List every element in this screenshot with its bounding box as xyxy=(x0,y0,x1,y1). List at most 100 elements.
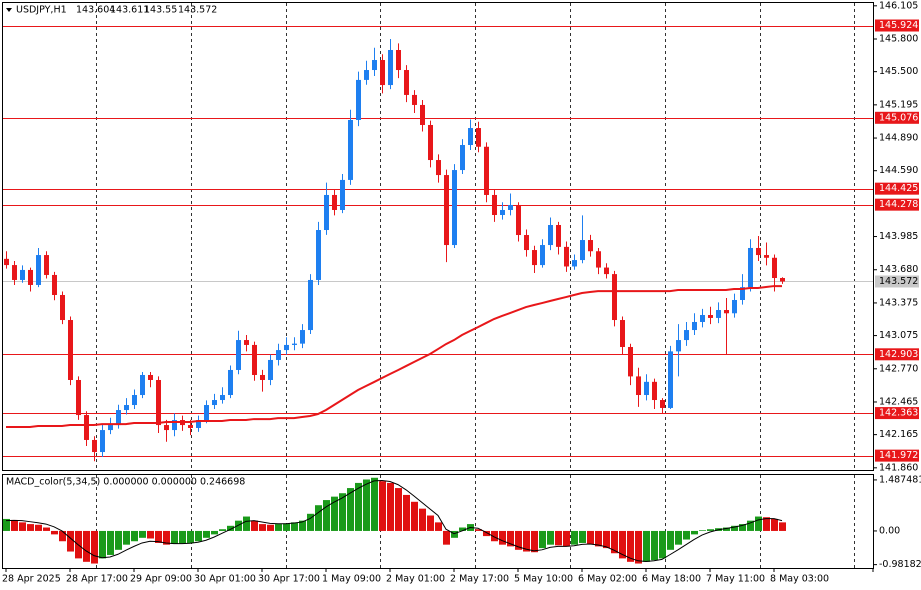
candle-body xyxy=(564,246,569,267)
candle-body xyxy=(260,374,265,380)
y-tick-label: 143.985 xyxy=(879,231,918,242)
macd-bar xyxy=(571,530,578,545)
candle-body xyxy=(724,310,729,314)
macd-bar xyxy=(739,524,746,531)
macd-bar xyxy=(347,488,354,531)
candle-body xyxy=(580,240,585,261)
level-label: 144.278 xyxy=(879,199,918,210)
candle-body xyxy=(276,350,281,360)
candle-body xyxy=(404,70,409,95)
x-tick-label: 1 May 09:00 xyxy=(322,574,381,585)
candle-body xyxy=(524,235,529,251)
current-price-label: 143.572 xyxy=(879,276,918,287)
macd-bar xyxy=(651,530,658,561)
y-tick-label: 0.00 xyxy=(879,525,900,536)
candle-body xyxy=(620,320,625,348)
macd-bar xyxy=(363,479,370,531)
candle-body xyxy=(108,425,113,431)
macd-bar xyxy=(683,530,690,540)
candle-body xyxy=(508,204,513,210)
macd-bar xyxy=(99,530,106,559)
y-tick-label: 142.770 xyxy=(879,363,918,374)
macd-bar xyxy=(699,530,706,531)
macd-bar xyxy=(59,530,66,542)
candle-body xyxy=(532,250,537,266)
candle-body xyxy=(668,351,673,408)
candle-body xyxy=(268,359,273,380)
candle-body xyxy=(396,49,401,71)
macd-bar xyxy=(291,522,298,531)
macd-bar xyxy=(771,518,778,531)
macd-bar xyxy=(131,530,138,542)
level-label-box xyxy=(875,348,919,361)
macd-bar xyxy=(579,530,586,543)
candle-body xyxy=(68,320,73,380)
candle-body xyxy=(204,405,209,421)
candle-body xyxy=(60,294,65,321)
macd-bar xyxy=(779,522,786,531)
macd-bar xyxy=(723,527,730,531)
macd-bar xyxy=(259,524,266,531)
candle-body xyxy=(140,374,145,396)
y-tick-label: 145.800 xyxy=(879,34,918,45)
macd-bar xyxy=(603,530,610,549)
candle-body xyxy=(652,381,657,401)
candle-body xyxy=(740,287,745,300)
symbol-menu-icon[interactable] xyxy=(6,8,12,12)
y-tick-label: 142.465 xyxy=(879,396,918,407)
candle-body xyxy=(572,260,577,267)
level-label: 145.076 xyxy=(879,112,918,123)
macd-bar xyxy=(195,530,202,542)
macd-bar xyxy=(219,529,226,531)
candle-body xyxy=(692,321,697,331)
macd-bar xyxy=(163,530,170,545)
macd-bar xyxy=(275,524,282,531)
level-label: 144.425 xyxy=(879,183,918,194)
macd-bar xyxy=(659,530,666,559)
x-tick-label: 7 May 11:00 xyxy=(706,574,765,585)
candle-body xyxy=(380,60,385,86)
candle-body xyxy=(196,420,201,428)
candle-body xyxy=(252,344,257,375)
candle-body xyxy=(612,274,617,321)
macd-bar xyxy=(379,481,386,531)
macd-bar xyxy=(19,522,26,531)
macd-bar xyxy=(435,522,442,531)
macd-bar xyxy=(755,516,762,531)
candle-body xyxy=(292,343,297,345)
x-tick-label: 2 May 01:00 xyxy=(386,574,445,585)
macd-bar xyxy=(499,530,506,545)
level-label-box xyxy=(875,198,919,211)
candle-body xyxy=(548,225,553,246)
candle-body xyxy=(356,79,361,120)
y-tick-label: 145.195 xyxy=(879,99,918,110)
macd-bar xyxy=(395,488,402,531)
candle-body xyxy=(92,439,97,453)
macd-bar xyxy=(27,524,34,531)
level-label-box xyxy=(875,182,919,195)
candle-body xyxy=(20,269,25,280)
macd-bar xyxy=(67,530,74,552)
candle-body xyxy=(124,405,129,411)
candle-body xyxy=(772,257,777,279)
macd-bar xyxy=(115,530,122,550)
candle-body xyxy=(12,265,17,280)
macd-bar xyxy=(707,529,714,531)
macd-bar xyxy=(123,530,130,545)
level-label: 142.363 xyxy=(879,408,918,419)
level-label-box xyxy=(875,19,919,32)
x-tick-label: 29 Apr 09:00 xyxy=(130,574,192,585)
candle-body xyxy=(700,315,705,322)
candle-body xyxy=(716,310,721,318)
candle-body xyxy=(52,274,57,295)
candle-body xyxy=(588,240,593,252)
y-tick-label: 144.590 xyxy=(879,165,918,176)
candle-body xyxy=(660,400,665,408)
candle-body xyxy=(228,369,233,396)
macd-bar xyxy=(315,505,322,531)
level-label: 141.972 xyxy=(879,450,918,461)
candle-body xyxy=(684,330,689,341)
macd-bar xyxy=(523,530,530,552)
candle-body xyxy=(412,94,417,105)
candle-body xyxy=(500,209,505,215)
